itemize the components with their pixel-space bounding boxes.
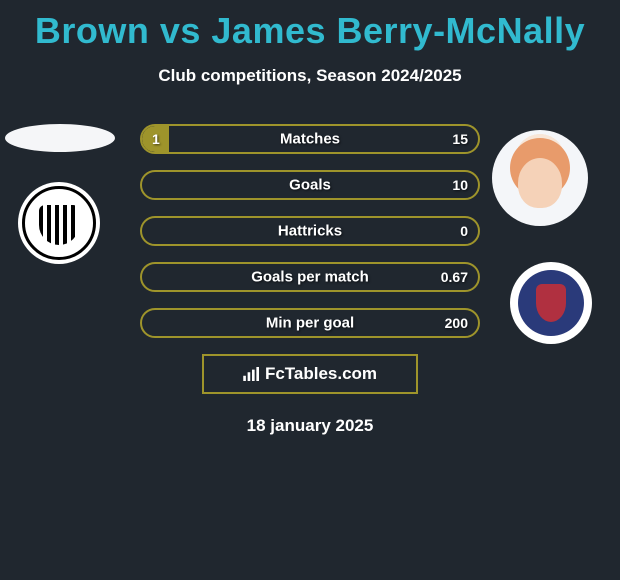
stat-value-right: 0 [460, 223, 468, 239]
stat-value-right: 200 [445, 315, 468, 331]
club-badge-right [510, 262, 592, 344]
stat-row: Hattricks 0 [140, 216, 480, 246]
stat-value-left: 1 [152, 131, 160, 147]
stat-row: Min per goal 200 [140, 308, 480, 338]
stat-bars: 1 Matches 15 Goals 10 Hattricks 0 Goals per mat… [140, 124, 480, 338]
stat-label: Goals [289, 177, 331, 194]
stat-label: Goals per match [251, 269, 369, 286]
stat-value-right: 0.67 [441, 269, 468, 285]
subtitle: Club competitions, Season 2024/2025 [0, 66, 620, 86]
date-text: 18 january 2025 [0, 416, 620, 436]
stat-value-right: 15 [452, 131, 468, 147]
stat-value-right: 10 [452, 177, 468, 193]
stat-row: 1 Matches 15 [140, 124, 480, 154]
stat-row: Goals per match 0.67 [140, 262, 480, 292]
page-title: Brown vs James Berry-McNally [0, 0, 620, 52]
player-left-avatar [5, 124, 115, 152]
stat-label: Min per goal [266, 315, 354, 332]
comparison-panel: 1 Matches 15 Goals 10 Hattricks 0 Goals per mat… [0, 124, 620, 436]
stat-row: Goals 10 [140, 170, 480, 200]
stat-label: Matches [280, 131, 340, 148]
brand-badge: FcTables.com [202, 354, 418, 394]
brand-text: FcTables.com [265, 364, 377, 384]
stat-label: Hattricks [278, 223, 342, 240]
player-right-avatar [492, 130, 588, 226]
club-badge-left [18, 182, 100, 264]
bars-icon [243, 367, 261, 381]
